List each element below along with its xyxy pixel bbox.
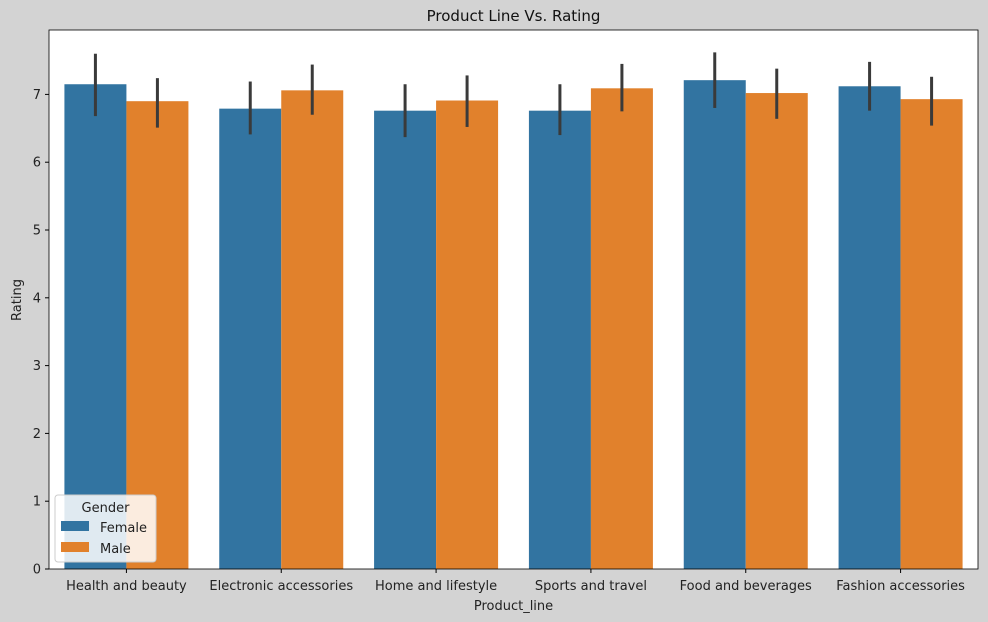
y-tick-label-5: 5: [33, 224, 41, 239]
y-tick-label-2: 2: [33, 427, 41, 442]
bar-male-home-and-lifestyle: [436, 100, 499, 570]
y-tick-label-4: 4: [33, 291, 41, 306]
x-axis-title: Product_line: [474, 599, 553, 614]
bar-female-electronic-accessories: [219, 108, 282, 569]
plot-frame: [48, 29, 979, 570]
bar-male-health-and-beauty: [126, 101, 189, 569]
y-ticks: 0 1 2 3 4 5 6 7: [33, 88, 49, 578]
bars-layer: [64, 80, 963, 570]
x-tick-label-fashion-accessories: Fashion accessories: [836, 579, 965, 594]
y-tick-label-3: 3: [33, 359, 41, 374]
bar-male-electronic-accessories: [281, 90, 344, 569]
x-tick-label-food-and-beverages: Food and beverages: [680, 579, 812, 594]
bar-male-food-and-beverages: [745, 93, 808, 570]
bar-female-sports-and-travel: [528, 110, 591, 569]
legend: Gender Female Male: [54, 494, 157, 563]
legend-label-male: Male: [100, 542, 131, 557]
axes-layer: [48, 29, 979, 570]
y-tick-label-6: 6: [33, 156, 41, 171]
y-tick-label-1: 1: [33, 495, 41, 510]
legend-swatch-male: [61, 542, 89, 552]
y-axis-title: Rating: [10, 279, 25, 321]
plot-area: [49, 30, 978, 569]
bar-female-food-and-beverages: [683, 80, 746, 569]
y-tick-label-7: 7: [33, 88, 41, 103]
y-tick-label-0: 0: [33, 563, 41, 578]
errorbars-layer: [93, 52, 934, 138]
x-tick-label-health-and-beauty: Health and beauty: [66, 579, 187, 594]
legend-swatch-female: [61, 521, 89, 531]
chart-title: Product Line Vs. Rating: [427, 7, 601, 25]
bar-male-fashion-accessories: [900, 99, 963, 569]
bar-female-health-and-beauty: [64, 84, 127, 570]
x-tick-label-sports-and-travel: Sports and travel: [535, 579, 647, 594]
x-tick-label-electronic-accessories: Electronic accessories: [209, 579, 353, 594]
x-tick-label-home-and-lifestyle: Home and lifestyle: [375, 579, 497, 594]
x-ticks: Health and beauty Electronic accessories H…: [66, 569, 965, 594]
legend-title: Gender: [82, 501, 131, 516]
legend-label-female: Female: [100, 521, 147, 536]
bar-male-sports-and-travel: [590, 88, 653, 569]
bar-female-fashion-accessories: [838, 86, 901, 570]
bar-female-home-and-lifestyle: [374, 110, 437, 569]
